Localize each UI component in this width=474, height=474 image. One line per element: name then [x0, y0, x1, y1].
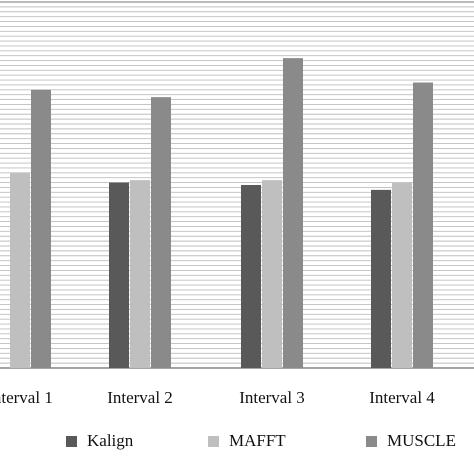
- bar-muscle-1: [31, 89, 51, 368]
- bars: [10, 58, 433, 369]
- legend-swatch-muscle: [366, 435, 377, 447]
- bar-kalign-3: [241, 185, 261, 368]
- legend-swatch-mafft: [208, 435, 219, 447]
- x-tick-label: Interval 2: [107, 388, 173, 407]
- x-tick-labels: Interval 1 Interval 2 Interval 3 Interval 4: [0, 388, 435, 407]
- legend-label-muscle: MUSCLE: [387, 431, 456, 450]
- x-tick-label: Interval 4: [369, 388, 435, 407]
- bar-mafft-2: [130, 180, 150, 368]
- legend: Kalign MAFFT MUSCLE: [0, 426, 474, 456]
- bar-kalign-2: [109, 182, 129, 368]
- bar-mafft-3: [262, 180, 282, 368]
- bar-mafft-1: [10, 172, 30, 368]
- legend-label-kalign: Kalign: [87, 431, 134, 450]
- legend-swatch-kalign: [66, 435, 77, 447]
- legend-item-muscle: MUSCLE: [366, 426, 456, 456]
- x-tick-label: Interval 1: [0, 388, 53, 407]
- bar-kalign-4: [371, 189, 391, 368]
- bar-muscle-2: [151, 97, 171, 368]
- legend-item-kalign: Kalign: [66, 426, 133, 456]
- x-tick-label: Interval 3: [239, 388, 305, 407]
- bar-mafft-4: [392, 182, 412, 368]
- legend-item-mafft: MAFFT: [208, 426, 286, 456]
- bar-muscle-3: [283, 58, 303, 369]
- legend-label-mafft: MAFFT: [229, 431, 286, 450]
- bar-muscle-4: [413, 82, 433, 369]
